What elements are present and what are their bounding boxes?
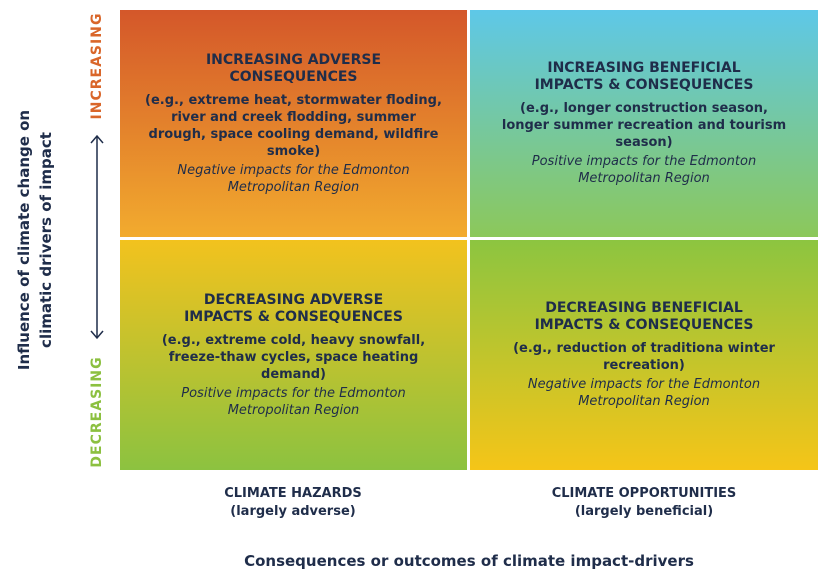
arrow bbox=[90, 134, 104, 340]
quadrant: INCREASING BENEFICIAL IMPACTS & CONSEQUE… bbox=[470, 10, 818, 237]
quadrant-examples: (e.g., extreme cold, heavy snowfall, fre… bbox=[161, 332, 426, 382]
quadrant-title: DECREASING BENEFICIAL IMPACTS & CONSEQUE… bbox=[534, 300, 754, 333]
column-label: CLIMATE HAZARDS (largely adverse) bbox=[123, 485, 463, 521]
quadrant-title: INCREASING BENEFICIAL IMPACTS & CONSEQUE… bbox=[534, 60, 754, 93]
column-subtitle: (largely beneficial) bbox=[574, 504, 714, 519]
quadrant: DECREASING BENEFICIAL IMPACTS & CONSEQUE… bbox=[470, 240, 818, 470]
quadrant: DECREASING ADVERSE IMPACTS & CONSEQUENCE… bbox=[120, 240, 467, 470]
y-title-1: Influence of climate change on bbox=[15, 109, 33, 371]
column-title: CLIMATE HAZARDS bbox=[224, 486, 362, 501]
quadrant-title: DECREASING ADVERSE IMPACTS & CONSEQUENCE… bbox=[184, 291, 403, 325]
quadrant-note: Positive impacts for the Edmonton Metrop… bbox=[181, 385, 406, 418]
quadrant-note: Negative impacts for the Edmonton Metrop… bbox=[527, 377, 761, 409]
quadrant-note: Negative impacts for the Edmonton Metrop… bbox=[177, 162, 410, 195]
y-top-label: INCREASING bbox=[89, 12, 105, 120]
quadrant-examples: (e.g., extreme heat, stormwater floding,… bbox=[145, 92, 442, 159]
column-title: CLIMATE OPPORTUNITIES bbox=[551, 486, 737, 501]
x-title: Consequences or outcomes of climate impa… bbox=[244, 552, 694, 570]
quadrant-title: INCREASING ADVERSE CONSEQUENCES bbox=[205, 51, 382, 85]
column-label: CLIMATE OPPORTUNITIES (largely beneficia… bbox=[474, 485, 814, 521]
quadrant-examples: (e.g., longer construction season, longe… bbox=[501, 101, 787, 150]
quadrant-examples: (e.g., reduction of traditiona winter re… bbox=[513, 341, 775, 373]
y-bottom-label: DECREASING bbox=[89, 356, 105, 468]
column-subtitle: (largely adverse) bbox=[230, 504, 356, 519]
y-title-2: climatic drivers of impact bbox=[37, 132, 55, 348]
quadrant-note: Positive impacts for the Edmonton Metrop… bbox=[531, 154, 757, 186]
quadrant: INCREASING ADVERSE CONSEQUENCES (e.g., e… bbox=[120, 10, 467, 237]
